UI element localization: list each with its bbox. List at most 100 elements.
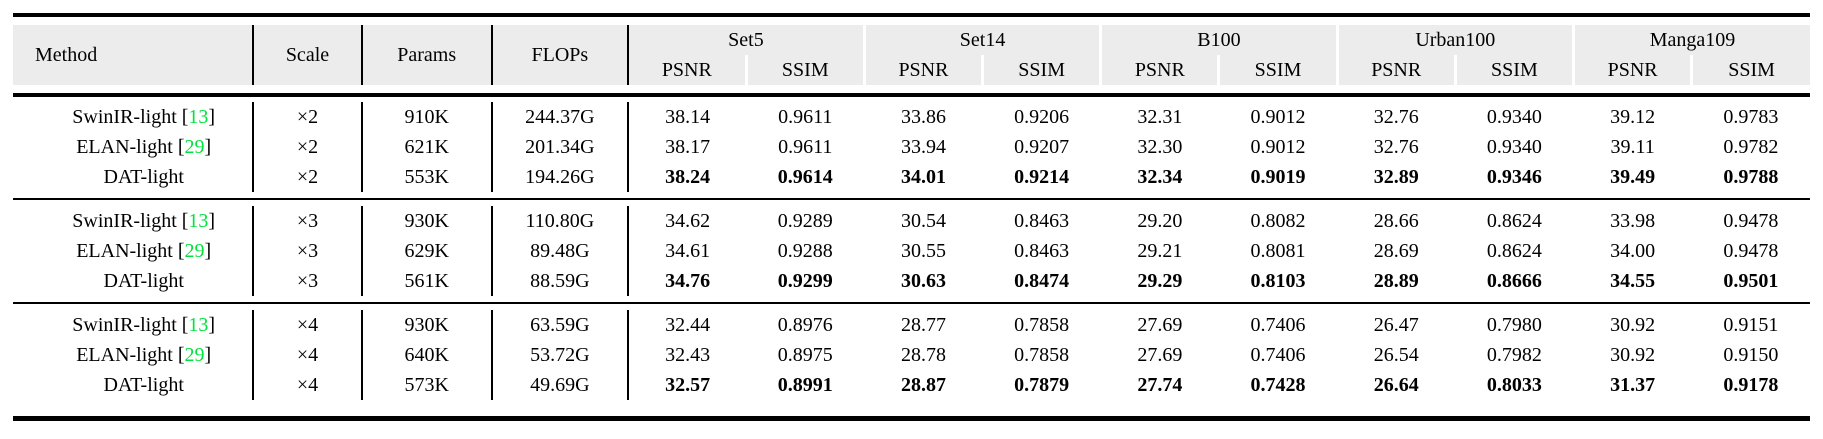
metric-value-cell: 0.8991 [746, 370, 865, 400]
citation-link[interactable]: 29 [184, 239, 205, 262]
metric-value-cell: 0.9178 [1691, 370, 1810, 400]
method-column-header: Method [13, 25, 255, 85]
metric-value-cell: 0.7428 [1218, 370, 1338, 400]
params-cell: 573K [361, 370, 493, 400]
metric-value-cell: 0.9299 [746, 266, 865, 296]
metric-value-cell: 0.8474 [982, 266, 1101, 296]
scale-cell: ×3 [253, 206, 363, 236]
metric-value-cell: 0.7982 [1455, 340, 1574, 370]
result-row: DAT-light ×2 553K 194.26G 38.24 0.9614 34.01 0.… [13, 162, 1810, 192]
metric-value-cell: 28.77 [864, 310, 983, 340]
scale-cell: ×2 [253, 132, 363, 162]
method-cell: DAT-light [13, 266, 255, 296]
metric-value-cell: 30.92 [1573, 310, 1692, 340]
metric-value-cell: 32.57 [627, 370, 747, 400]
results-table-wrapper: Method Scale Params FLOPs Set5 Set14 B10… [13, 13, 1810, 421]
metric-value-cell: 0.9478 [1691, 236, 1810, 266]
method-name: DAT-light [103, 165, 184, 188]
metric-value-cell: 34.62 [627, 206, 747, 236]
manga109-psnr-header: PSNR [1571, 55, 1692, 85]
metric-value-cell: 0.9019 [1218, 162, 1338, 192]
params-cell: 910K [361, 102, 493, 132]
metric-value-cell: 32.76 [1337, 102, 1456, 132]
metric-value-cell: 0.9151 [1691, 310, 1810, 340]
metric-value-cell: 39.11 [1573, 132, 1692, 162]
metric-value-cell: 32.44 [627, 310, 747, 340]
metric-value-cell: 39.49 [1573, 162, 1692, 192]
flops-cell: 110.80G [491, 206, 629, 236]
result-row: DAT-light ×3 561K 88.59G 34.76 0.9299 30.63 0.8… [13, 266, 1810, 296]
method-name: DAT-light [103, 373, 184, 396]
metric-value-cell: 27.69 [1100, 340, 1219, 370]
metric-value-cell: 26.64 [1337, 370, 1456, 400]
metric-value-cell: 33.94 [864, 132, 983, 162]
scale-cell: ×2 [253, 162, 363, 192]
metric-value-cell: 28.89 [1337, 266, 1456, 296]
flops-cell: 244.37G [491, 102, 629, 132]
metric-value-cell: 0.7406 [1218, 310, 1338, 340]
citation-link[interactable]: 29 [184, 135, 205, 158]
urban100-ssim-header: SSIM [1453, 55, 1574, 85]
metric-value-cell: 28.66 [1337, 206, 1456, 236]
metric-value-cell: 0.9289 [746, 206, 865, 236]
result-row: SwinIR-light [13] ×3 930K 110.80G 34.62 0.928… [13, 206, 1810, 236]
metric-value-cell: 32.89 [1337, 162, 1456, 192]
params-cell: 930K [361, 310, 493, 340]
method-name: SwinIR-light [72, 209, 177, 232]
method-cell: SwinIR-light [13] [13, 102, 255, 132]
set14-psnr-header: PSNR [862, 55, 983, 85]
metric-value-cell: 0.7879 [982, 370, 1101, 400]
method-cell: SwinIR-light [13] [13, 206, 255, 236]
metric-value-cell: 26.54 [1337, 340, 1456, 370]
flops-column-header: FLOPs [491, 25, 629, 85]
scale-column-header: Scale [253, 25, 363, 85]
metric-value-cell: 30.55 [864, 236, 983, 266]
metric-value-cell: 27.74 [1100, 370, 1219, 400]
metric-value-cell: 0.9214 [982, 162, 1101, 192]
metric-value-cell: 32.43 [627, 340, 747, 370]
b100-psnr-header: PSNR [1099, 55, 1219, 85]
flops-cell: 194.26G [491, 162, 629, 192]
metric-value-cell: 0.7858 [982, 340, 1101, 370]
results-table: Method Scale Params FLOPs Set5 Set14 B10… [13, 25, 1810, 408]
flops-cell: 53.72G [491, 340, 629, 370]
dataset-header-manga109: Manga109 [1572, 25, 1810, 55]
metric-value-cell: 0.8081 [1218, 236, 1338, 266]
metric-value-cell: 0.9614 [746, 162, 865, 192]
metric-value-cell: 0.8463 [982, 236, 1101, 266]
metric-value-cell: 0.8624 [1455, 236, 1574, 266]
method-name: ELAN-light [76, 135, 173, 158]
metric-value-cell: 34.61 [627, 236, 747, 266]
metric-value-cell: 32.34 [1100, 162, 1219, 192]
metric-value-cell: 34.55 [1573, 266, 1692, 296]
scale-cell: ×4 [253, 370, 363, 400]
result-row: SwinIR-light [13] ×4 930K 63.59G 32.44 0.8976… [13, 310, 1810, 340]
citation-link[interactable]: 29 [184, 343, 205, 366]
metric-value-cell: 34.76 [627, 266, 747, 296]
metric-value-cell: 0.7980 [1455, 310, 1574, 340]
metric-value-cell: 26.47 [1337, 310, 1456, 340]
horizontal-rule [13, 198, 1810, 200]
metric-value-cell: 0.8082 [1218, 206, 1338, 236]
metric-value-cell: 0.9611 [746, 132, 865, 162]
header-row-metrics: PSNR SSIM PSNR SSIM PSNR SSIM PSNR SSIM … [13, 55, 1810, 85]
metric-value-cell: 27.69 [1100, 310, 1219, 340]
header-heavy-rule [13, 93, 1810, 97]
citation-link[interactable]: 13 [188, 313, 209, 336]
metric-value-cell: 0.7406 [1218, 340, 1338, 370]
method-cell: ELAN-light [29] [13, 132, 255, 162]
metric-value-cell: 0.9501 [1691, 266, 1810, 296]
metric-value-cell: 0.9788 [1691, 162, 1810, 192]
metric-value-cell: 0.9782 [1691, 132, 1810, 162]
metric-value-cell: 0.9012 [1218, 102, 1338, 132]
citation-link[interactable]: 13 [188, 209, 209, 232]
set14-ssim-header: SSIM [981, 55, 1101, 85]
params-cell: 640K [361, 340, 493, 370]
result-row: ELAN-light [29] ×2 621K 201.34G 38.17 0.9611 3… [13, 132, 1810, 162]
metric-value-cell: 31.37 [1573, 370, 1692, 400]
method-cell: DAT-light [13, 370, 255, 400]
metric-value-cell: 0.8463 [982, 206, 1101, 236]
horizontal-rule [13, 302, 1810, 304]
citation-link[interactable]: 13 [188, 105, 209, 128]
result-row: ELAN-light [29] ×3 629K 89.48G 34.61 0.9288 30… [13, 236, 1810, 266]
